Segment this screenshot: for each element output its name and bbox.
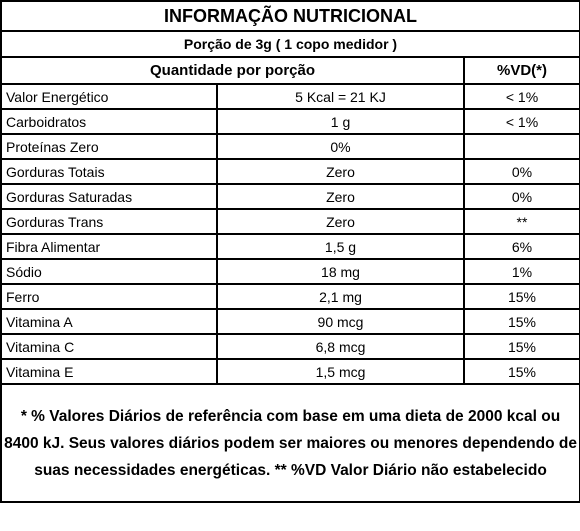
table-row: Vitamina C 6,8 mcg 15%: [0, 333, 580, 360]
nutrient-name: Gorduras Totais: [0, 158, 218, 185]
nutrient-name: Proteínas Zero: [0, 133, 218, 160]
portion-row: Porção de 3g ( 1 copo medidor ): [0, 30, 580, 58]
table-body: INFORMAÇÃO NUTRICIONAL Porção de 3g ( 1 …: [0, 0, 580, 503]
nutrient-name: Vitamina A: [0, 308, 218, 335]
daily-value: 6%: [462, 233, 580, 260]
table-row: Gorduras Totais Zero 0%: [0, 158, 580, 185]
nutrient-name: Ferro: [0, 283, 218, 310]
title: INFORMAÇÃO NUTRICIONAL: [0, 0, 580, 32]
nutrition-table: INFORMAÇÃO NUTRICIONAL Porção de 3g ( 1 …: [0, 0, 580, 503]
daily-value: < 1%: [462, 108, 580, 135]
nutrient-name: Gorduras Trans: [0, 208, 218, 235]
portion: Porção de 3g ( 1 copo medidor ): [0, 30, 580, 58]
title-row: INFORMAÇÃO NUTRICIONAL: [0, 0, 580, 32]
amount: 90 mcg: [216, 308, 465, 335]
nutrient-name: Vitamina C: [0, 333, 218, 360]
header-row: Quantidade por porção %VD(*): [0, 56, 580, 85]
table-row: Valor Energético 5 Kcal = 21 KJ < 1%: [0, 83, 580, 110]
amount: 0%: [216, 133, 465, 160]
amount: Zero: [216, 158, 465, 185]
daily-value: 15%: [462, 358, 580, 385]
table-row: Fibra Alimentar 1,5 g 6%: [0, 233, 580, 260]
amount: 5 Kcal = 21 KJ: [216, 83, 465, 110]
footer-note: * % Valores Diários de referência com ba…: [0, 383, 580, 503]
daily-value: < 1%: [462, 83, 580, 110]
daily-value: 1%: [462, 258, 580, 285]
daily-value: 0%: [462, 158, 580, 185]
nutrient-name: Vitamina E: [0, 358, 218, 385]
table-row: Carboidratos 1 g < 1%: [0, 108, 580, 135]
nutrient-name: Fibra Alimentar: [0, 233, 218, 260]
amount: 6,8 mcg: [216, 333, 465, 360]
column-header: Quantidade por porção: [0, 56, 465, 85]
nutrient-name: Valor Energético: [0, 83, 218, 110]
table-row: Sódio 18 mg 1%: [0, 258, 580, 285]
amount: Zero: [216, 208, 465, 235]
daily-value: 15%: [462, 308, 580, 335]
amount: 2,1 mg: [216, 283, 465, 310]
table-row: Ferro 2,1 mg 15%: [0, 283, 580, 310]
table-row: Vitamina E 1,5 mcg 15%: [0, 358, 580, 385]
table-row: Vitamina A 90 mcg 15%: [0, 308, 580, 335]
table-row: Gorduras Trans Zero **: [0, 208, 580, 235]
daily-value: 15%: [462, 283, 580, 310]
table-row: Gorduras Saturadas Zero 0%: [0, 183, 580, 210]
nutrient-name: Carboidratos: [0, 108, 218, 135]
column-header: %VD(*): [462, 56, 580, 85]
footer-row: * % Valores Diários de referência com ba…: [0, 383, 580, 503]
daily-value: 15%: [462, 333, 580, 360]
nutrient-name: Sódio: [0, 258, 218, 285]
daily-value: 0%: [462, 183, 580, 210]
daily-value: **: [462, 208, 580, 235]
amount: 1,5 mcg: [216, 358, 465, 385]
daily-value: [462, 133, 580, 160]
table-row: Proteínas Zero 0%: [0, 133, 580, 160]
amount: 1 g: [216, 108, 465, 135]
amount: 1,5 g: [216, 233, 465, 260]
nutrient-name: Gorduras Saturadas: [0, 183, 218, 210]
amount: Zero: [216, 183, 465, 210]
amount: 18 mg: [216, 258, 465, 285]
